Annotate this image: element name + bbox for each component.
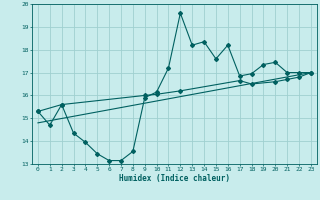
X-axis label: Humidex (Indice chaleur): Humidex (Indice chaleur): [119, 174, 230, 183]
